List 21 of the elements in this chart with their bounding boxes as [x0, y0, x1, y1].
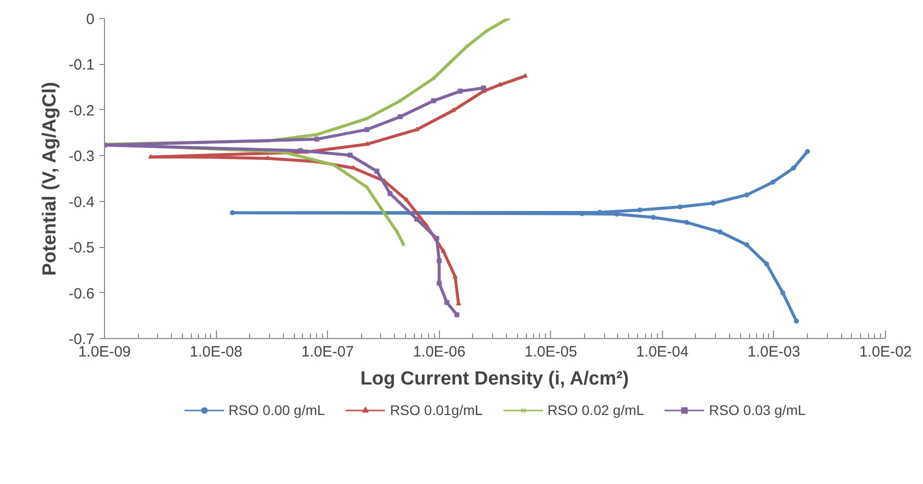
y-tick-label: -0.2 [68, 102, 95, 120]
x-tick-label: 1.0E-07 [301, 344, 354, 360]
x-tick-label: 1.0E-03 [748, 344, 800, 360]
x-tick-label: 1.0E-06 [412, 344, 466, 360]
x-axis-title: Log Current Density (i, A/cm²) [360, 368, 629, 390]
legend-label: RSO 0.01g/mL [390, 402, 483, 418]
y-tick-label: -0.4 [68, 194, 95, 211]
x-tick-label: 1.0E-04 [636, 344, 689, 360]
x-tick-label: 1.0E-02 [859, 344, 912, 360]
legend-label: RSO 0.03 g/mL [709, 402, 806, 418]
y-axis-title: Potential (V, Ag/AgCl) [40, 82, 61, 276]
legend-label: RSO 0.00 g/mL [228, 402, 325, 418]
y-tick-label: -0.1 [68, 56, 95, 74]
x-tick-label: 1.0E-08 [190, 344, 242, 360]
y-tick-label: -0.5 [68, 240, 95, 257]
legend-label: RSO 0.02 g/mL [548, 402, 644, 418]
y-tick-label: -0.6 [68, 285, 95, 302]
x-tick-label: 1.0E-09 [78, 344, 131, 360]
y-tick-label: -0.3 [68, 148, 95, 166]
x-tick-label: 1.0E-05 [524, 344, 578, 360]
y-tick-label: 0 [86, 11, 94, 28]
